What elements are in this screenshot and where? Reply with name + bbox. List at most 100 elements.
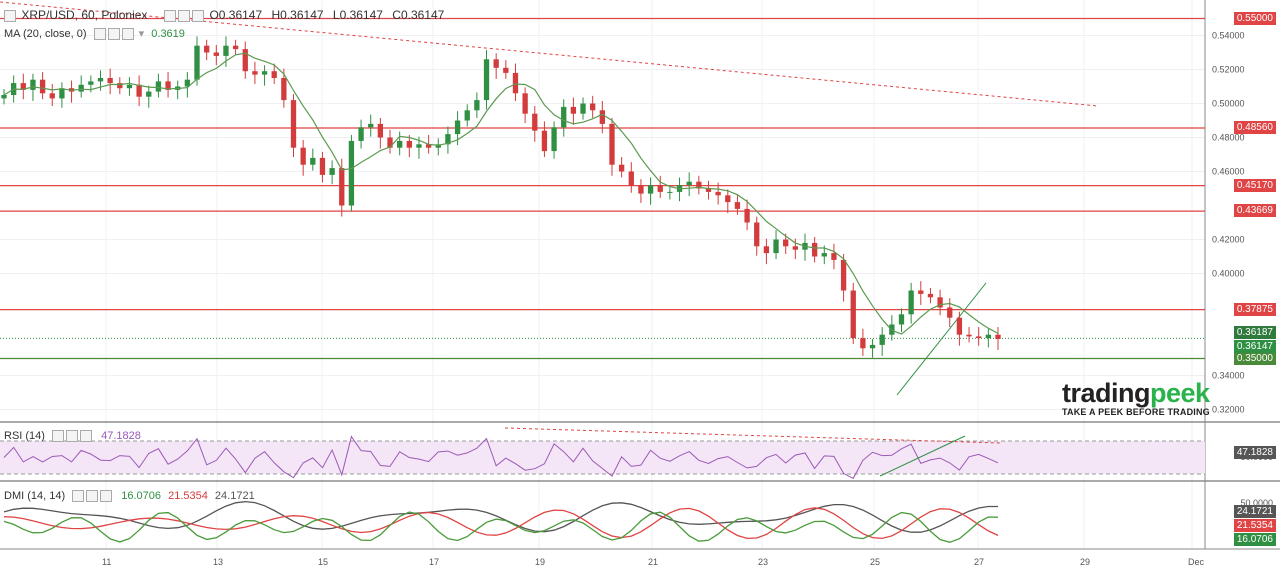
candle-body — [667, 191, 673, 193]
candle-body — [261, 71, 268, 75]
time-tick-label: 17 — [429, 557, 439, 567]
dmi-adx-value: 24.1721 — [214, 490, 255, 502]
candle-body — [445, 134, 451, 145]
dmi-badge-adx: 24.1721 — [1233, 505, 1276, 518]
logo-tagline: TAKE A PEEK BEFORE TRADING — [1062, 407, 1210, 417]
candle-body — [20, 83, 26, 90]
candle-body — [686, 181, 692, 186]
current-price-label: 0.36187 — [1233, 326, 1276, 340]
level-price-label: 0.35000 — [1233, 351, 1276, 365]
price-tick-label: 0.50000 — [1212, 99, 1245, 109]
close-icon[interactable] — [121, 28, 134, 41]
candle-body — [30, 79, 36, 90]
candle-body — [155, 81, 162, 92]
candle-body — [39, 79, 46, 94]
more-icon[interactable]: ▾ — [138, 28, 145, 40]
candle-body — [416, 144, 422, 148]
candle-body — [976, 336, 982, 339]
dmi-label[interactable]: DMI (14, 14) — [4, 490, 66, 502]
candle-body — [281, 78, 287, 101]
logo-word-b: peek — [1150, 378, 1210, 408]
candle-body — [908, 290, 914, 315]
candle-body — [850, 290, 856, 339]
dmi-legend: DMI (14, 14) 16.0706 21.5354 24.1721 — [4, 490, 255, 503]
candle-body — [754, 222, 760, 247]
candle-body — [821, 253, 827, 257]
ohlc-high: H0.36147 — [271, 8, 324, 22]
time-tick-label: 19 — [535, 557, 545, 567]
candle-body — [831, 253, 837, 260]
candle-body — [464, 110, 470, 121]
candle-body — [242, 49, 248, 72]
candle-body — [869, 344, 876, 349]
moving-average-line — [3, 52, 999, 335]
dmi-badge-plus: 16.0706 — [1233, 533, 1276, 546]
price-tick-label: 0.48000 — [1212, 133, 1245, 143]
candle-body — [647, 185, 654, 194]
rsi-trendline — [504, 427, 1001, 444]
price-tick-label: 0.46000 — [1212, 167, 1245, 177]
candle-body — [580, 103, 586, 114]
close-icon[interactable] — [100, 490, 113, 503]
dmi-minus-line — [3, 507, 999, 540]
candle-body — [570, 106, 577, 114]
price-tick-label: 0.54000 — [1212, 31, 1245, 41]
candle-body — [126, 84, 133, 89]
rsi-line — [3, 435, 999, 480]
rsi-support-trendline — [879, 435, 966, 477]
settings-icon[interactable] — [72, 490, 85, 503]
eye-icon[interactable] — [107, 28, 120, 41]
candle-body — [232, 45, 239, 50]
symbol-label[interactable]: XRP/USD, 60, Poloniex — [21, 8, 148, 22]
close-icon[interactable] — [192, 9, 205, 22]
candle-body — [966, 334, 972, 337]
dmi-minus-value: 21.5354 — [168, 490, 208, 502]
descending-trendline — [0, 1, 1099, 107]
time-tick-label: 13 — [213, 557, 223, 567]
candle-body — [792, 246, 798, 250]
candle-body — [773, 239, 779, 254]
candle-body — [1, 95, 7, 99]
candle-body — [252, 71, 258, 75]
candle-body — [783, 239, 789, 247]
level-price-label: 0.45170 — [1233, 178, 1276, 192]
ma-label[interactable]: MA (20, close, 0) — [4, 28, 87, 40]
logo-word-a: trading — [1062, 378, 1151, 408]
time-tick-label: 23 — [758, 557, 768, 567]
candle-body — [204, 45, 210, 53]
candle-body — [840, 259, 847, 291]
dmi-pane — [3, 500, 999, 543]
ohlc-open: O0.36147 — [209, 8, 263, 22]
symbol-checkbox-icon[interactable] — [4, 9, 16, 22]
dmi-adx-line — [3, 500, 998, 533]
eye-icon[interactable] — [178, 9, 191, 22]
candle-body — [483, 59, 490, 101]
settings-icon[interactable] — [164, 9, 177, 22]
settings-icon[interactable] — [52, 430, 65, 443]
candle-body — [744, 208, 750, 223]
candle-body — [397, 140, 403, 148]
candle-body — [551, 127, 557, 152]
candle-body — [705, 188, 712, 192]
candle-body — [522, 93, 528, 114]
candle-body — [493, 59, 499, 68]
candle-body — [541, 130, 548, 152]
time-tick-label: Dec — [1188, 557, 1205, 567]
candle-body — [290, 100, 297, 148]
candle-body — [503, 67, 509, 73]
candle-body — [319, 157, 326, 175]
candle-body — [454, 120, 461, 135]
candle-body — [213, 52, 219, 56]
time-tick-label: 11 — [102, 557, 111, 567]
candle-body — [329, 168, 335, 175]
rsi-label[interactable]: RSI (14) — [4, 430, 45, 442]
settings-icon[interactable] — [93, 28, 106, 41]
eye-icon[interactable] — [66, 430, 79, 443]
ma-value: 0.3619 — [151, 28, 185, 40]
level-price-label: 0.48560 — [1233, 120, 1276, 134]
time-axis: 11 13 15 17 19 21 23 25 27 29 Dec — [102, 557, 1205, 567]
eye-icon[interactable] — [86, 490, 99, 503]
close-icon[interactable] — [80, 430, 93, 443]
dmi-plus-value: 16.0706 — [121, 490, 162, 502]
